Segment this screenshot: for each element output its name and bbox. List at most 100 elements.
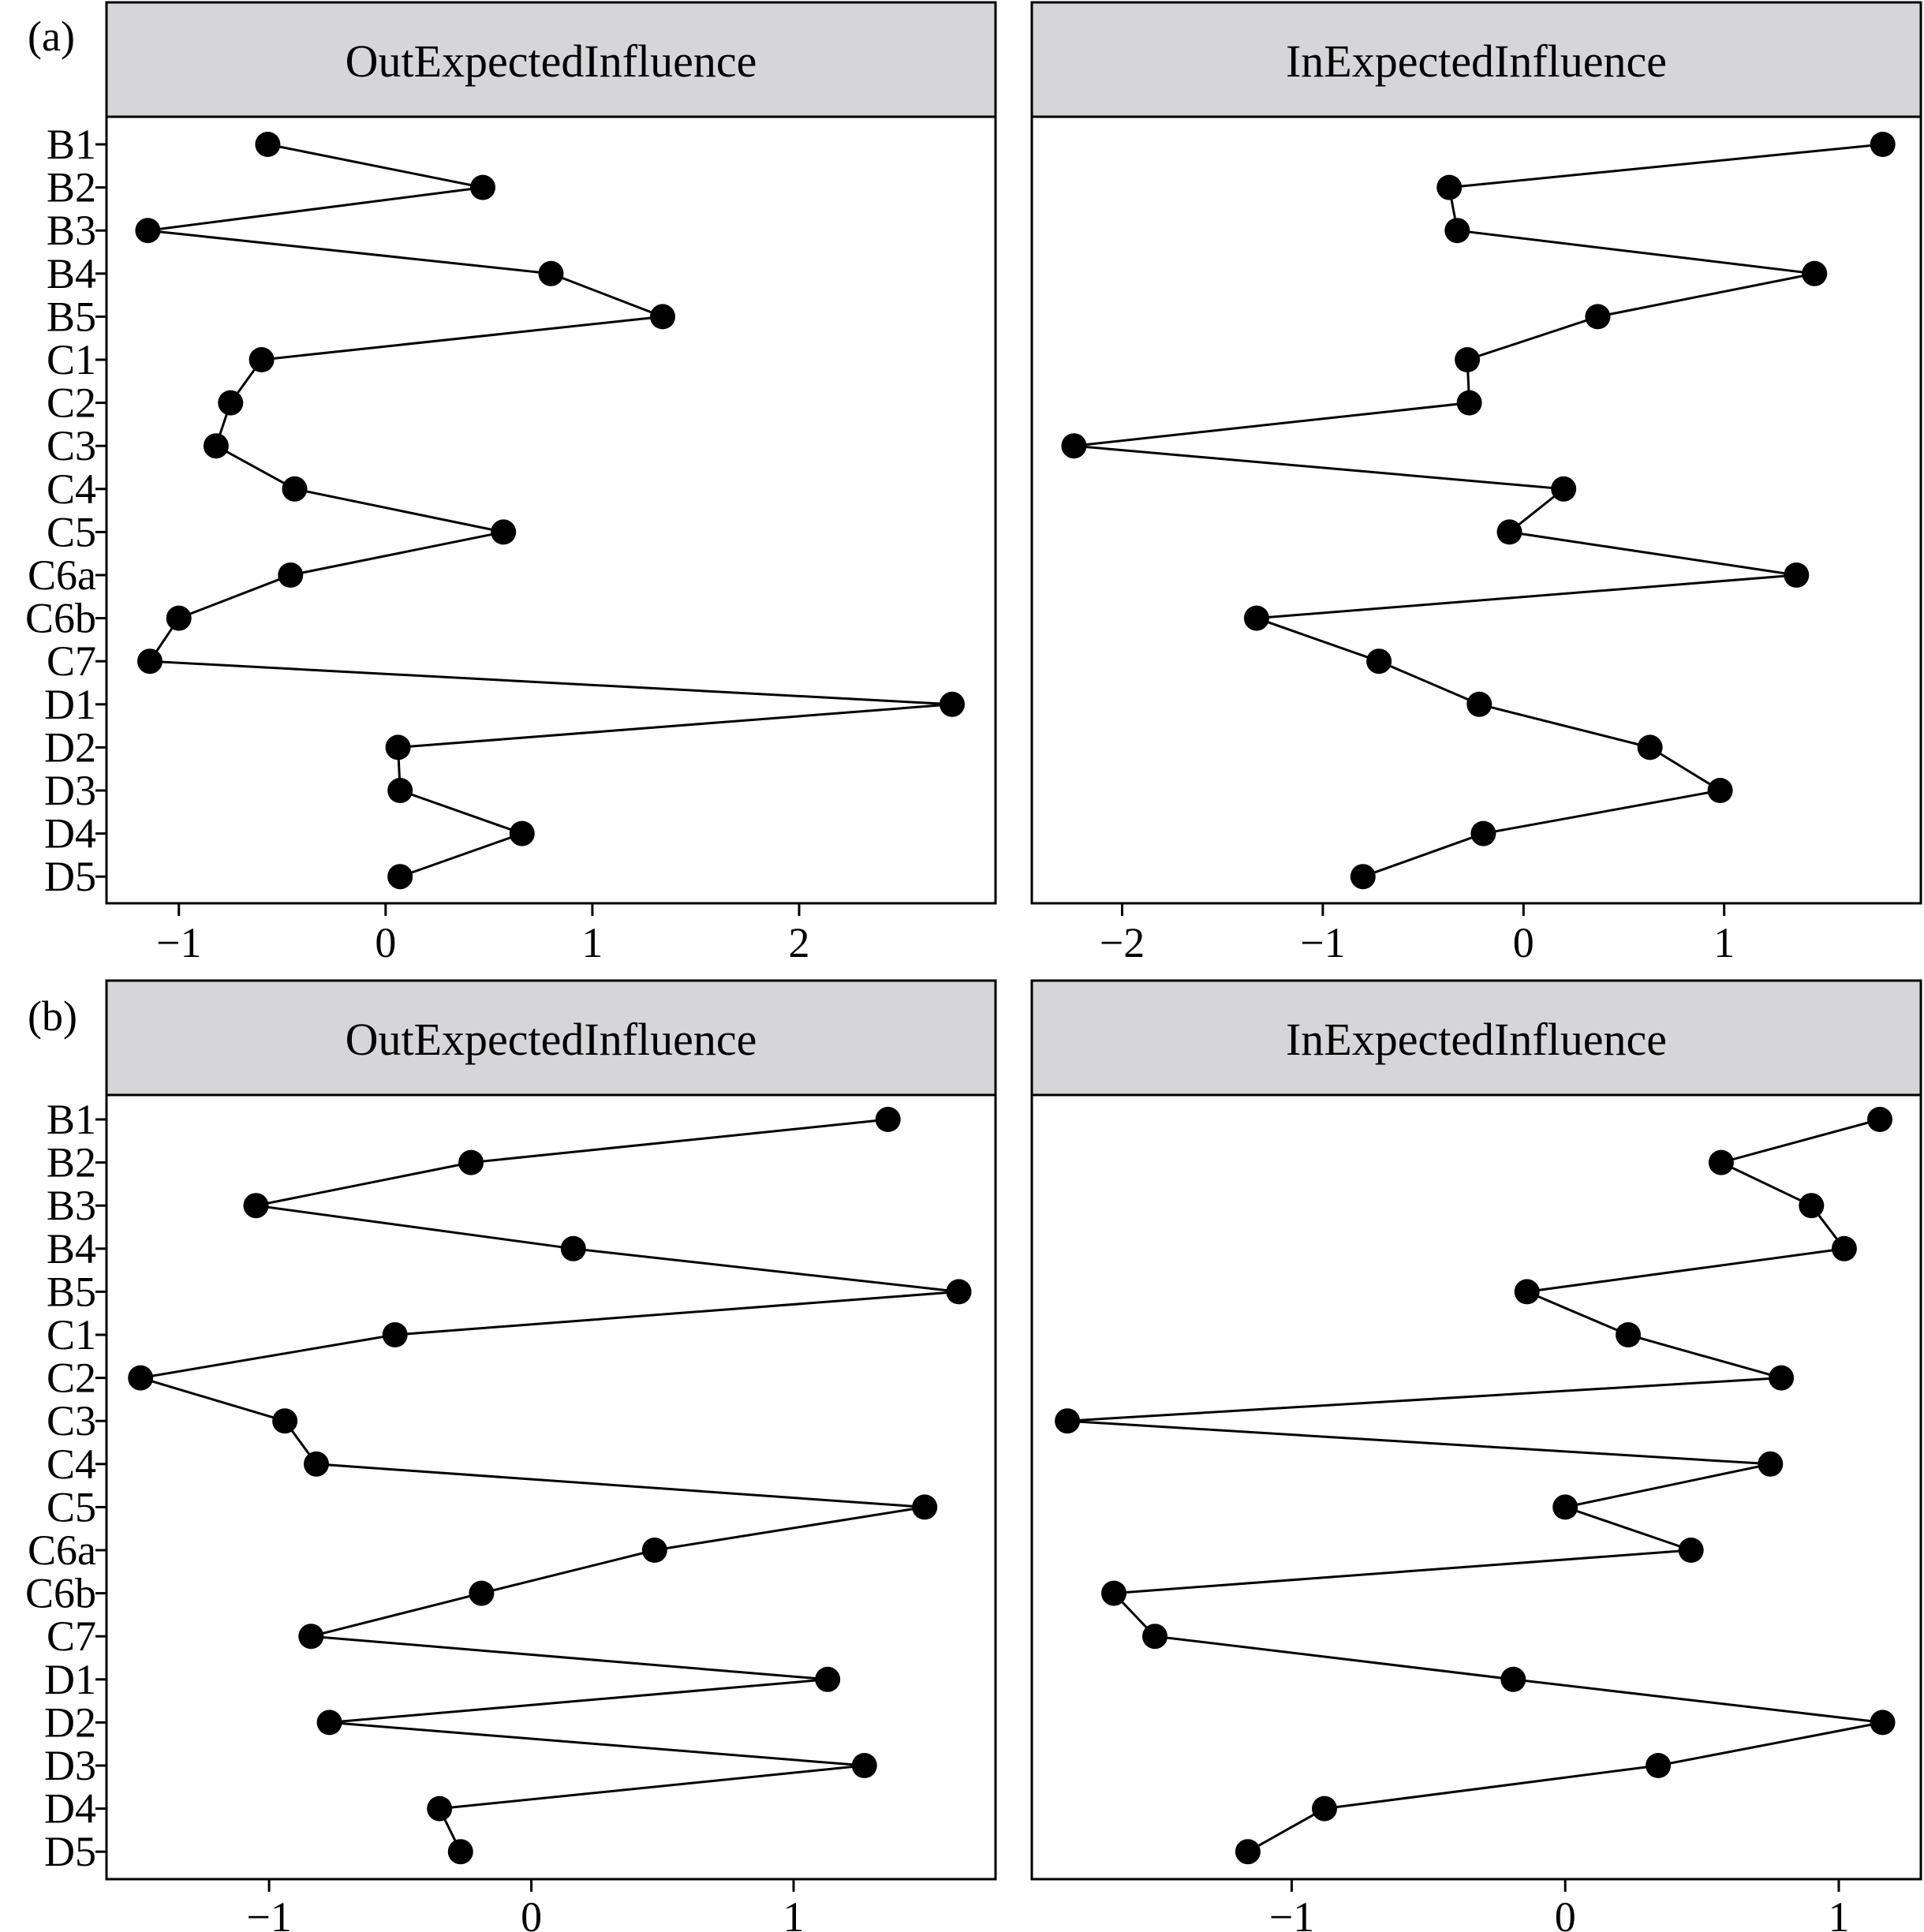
panel-b-in-expected-influence-strip — [1030, 979, 1922, 1097]
panel-b-in-expected-influence-point-c6b — [1101, 1580, 1126, 1606]
panel-a-out-expected-influence-point-c4 — [282, 476, 308, 502]
panel-b-out-expected-influence: OutExpectedInfluence −1 0 1 — [95, 979, 997, 1932]
panel-a-in-expected-influence-series-line — [1074, 143, 1883, 878]
panel-a-in-expected-influence-point-b5 — [1585, 304, 1611, 330]
panel-b-out-expected-influence-series-line — [140, 1118, 959, 1852]
panel-a-ytick-label-c7: C7 — [47, 637, 96, 685]
panel-b-in-expected-influence-point-d4 — [1312, 1796, 1337, 1822]
panel-a-in-expected-influence-point-c5 — [1496, 519, 1522, 545]
panel-b-in-expected-influence-xtick-label-1: 0 — [1555, 1893, 1576, 1932]
panel-a-out-expected-influence-point-b5 — [650, 304, 675, 330]
panel-b-ytick-label-d1: D1 — [44, 1656, 96, 1703]
panel-a-out-expected-influence-point-d2 — [385, 734, 411, 760]
panel-a-ytick-label-c1: C1 — [47, 336, 96, 383]
panel-b-out-expected-influence-xtick-label-2: 1 — [783, 1893, 805, 1932]
panel-a-out-expected-influence-xtick-label-0: −1 — [156, 919, 201, 966]
panel-b-in-expected-influence-point-c5 — [1552, 1494, 1578, 1520]
panel-a-out-expected-influence-series-line — [148, 143, 953, 878]
panel-a-out-expected-influence-xtick-label-2: 1 — [581, 919, 603, 966]
panel-a-out-expected-influence-point-d5 — [387, 864, 413, 890]
panel-b-in-expected-influence-point-b3 — [1799, 1193, 1825, 1219]
panel-a-ytick-label-c6a: C6a — [28, 551, 96, 599]
panel-a-in-expected-influence-point-c6b — [1243, 605, 1269, 631]
panel-a-ytick-label-d1: D1 — [44, 681, 96, 728]
panel-a-in-expected-influence-point-d4 — [1470, 820, 1496, 846]
panel-b-ytick-label-d3: D3 — [44, 1742, 96, 1789]
panel-a-ytick-label-d5: D5 — [44, 853, 96, 900]
panel-a-out-expected-influence-point-c5 — [491, 519, 517, 545]
panel-a-in-expected-influence-point-b2 — [1436, 174, 1463, 200]
panel-b-out-expected-influence-point-b3 — [243, 1193, 269, 1219]
panel-b-label: (b) — [28, 992, 77, 1040]
panel-b-in-expected-influence-series-line — [1067, 1118, 1883, 1853]
panel-a-in-expected-influence-xtick-label-0: −2 — [1100, 919, 1145, 966]
panel-a-out-expected-influence-plot-frame — [105, 115, 997, 905]
panel-b-out-expected-influence-point-c2 — [128, 1365, 154, 1391]
panel-a-ytick-label-b2: B2 — [47, 164, 96, 211]
panel-a-in-expected-influence-point-d1 — [1466, 691, 1493, 717]
panel-b-in-expected-influence-point-c2 — [1769, 1365, 1795, 1391]
panel-a-in-expected-influence-point-c7 — [1366, 648, 1392, 675]
panel-b-out-expected-influence-point-c4 — [304, 1451, 329, 1477]
panel-b-out-expected-influence-point-c1 — [382, 1322, 408, 1347]
panel-b-in-expected-influence-point-d2 — [1870, 1710, 1896, 1736]
panel-a-out-expected-influence-strip — [105, 1, 997, 118]
panel-b-ytick-label-c7: C7 — [47, 1612, 96, 1660]
panel-a-ytick-label-d2: D2 — [44, 723, 96, 771]
panel-b-in-expected-influence-plot-frame — [1030, 1093, 1922, 1881]
panel-b-out-expected-influence-point-b1 — [875, 1107, 901, 1132]
panel-a-out-expected-influence-point-c6b — [166, 605, 192, 631]
panel-b-ytick-label-d2: D2 — [44, 1698, 96, 1746]
panel-a-out-expected-influence-point-c3 — [203, 433, 229, 459]
panel-b-in-expected-influence-point-d5 — [1235, 1839, 1261, 1865]
panel-a-in-expected-influence-point-c1 — [1455, 347, 1481, 372]
panel-a-ytick-label-b1: B1 — [47, 121, 96, 168]
panel-a-out-expected-influence: OutExpectedInfluence −1 0 1 2 — [95, 1, 997, 966]
panel-a-ytick-label-c6b: C6b — [25, 595, 96, 642]
panel-b-out-expected-influence-point-b4 — [560, 1235, 586, 1261]
panel-b-out-expected-influence-xtick-label-0: −1 — [246, 1893, 291, 1932]
panel-b-in-expected-influence-point-b2 — [1708, 1149, 1734, 1175]
panel-b-ytick-label-b4: B4 — [47, 1225, 96, 1272]
panel-a-in-expected-influence-plot-frame — [1030, 115, 1922, 905]
panel-b-out-expected-influence-point-c7 — [298, 1624, 324, 1650]
panel-b-ytick-label-c2: C2 — [47, 1355, 96, 1402]
panel-a-label: (a) — [28, 13, 75, 60]
panel-b-ytick-label-d4: D4 — [44, 1785, 96, 1833]
panel-a-in-expected-influence-point-d2 — [1637, 734, 1663, 760]
panel-b-in-expected-influence-point-c6a — [1678, 1538, 1704, 1563]
panel-b-ytick-label-d5: D5 — [44, 1828, 96, 1875]
panel-b-in-expected-influence-xtick-label-2: 1 — [1828, 1893, 1849, 1932]
panel-a-in-expected-influence-point-b3 — [1444, 218, 1470, 244]
panel-a-ytick-label-d3: D3 — [44, 767, 96, 814]
panel-a-in-expected-influence-point-b1 — [1870, 132, 1896, 157]
panel-b-out-expected-influence-xtick-label-1: 0 — [521, 1893, 542, 1932]
panel-b-ytick-label-b1: B1 — [47, 1096, 96, 1143]
panel-a-ytick-label-c2: C2 — [47, 379, 96, 427]
panel-a-out-expected-influence-xtick-label-3: 2 — [789, 919, 810, 966]
panel-b-in-expected-influence-point-c4 — [1758, 1451, 1784, 1477]
panel-b-out-expected-influence-point-b2 — [458, 1149, 484, 1175]
panel-a-ytick-label-c4: C4 — [47, 465, 96, 513]
panel-b-ytick-label-b3: B3 — [47, 1182, 96, 1229]
panel-b-out-expected-influence-point-d3 — [851, 1753, 877, 1778]
panel-a-in-expected-influence-xtick-label-1: −1 — [1300, 919, 1345, 966]
panel-a-out-expected-influence-point-d1 — [940, 691, 965, 717]
panel-b-out-expected-influence-point-b5 — [946, 1279, 972, 1305]
panel-b-in-expected-influence-point-d1 — [1500, 1666, 1526, 1692]
panel-b-in-expected-influence: InExpectedInfluence −1 0 1 — [1030, 979, 1922, 1932]
panel-a-out-expected-influence-point-c2 — [218, 390, 244, 416]
panel-b-ytick-label-c1: C1 — [47, 1311, 96, 1358]
panel-a-in-expected-influence-point-b4 — [1802, 260, 1828, 286]
panel-b-ytick-label-c5: C5 — [47, 1483, 96, 1530]
panel-b-ytick-label-c6b: C6b — [25, 1570, 96, 1617]
panel-b-ytick-label-c4: C4 — [47, 1441, 96, 1488]
panel-a-in-expected-influence-point-c3 — [1061, 433, 1087, 459]
panel-a-out-expected-influence-point-c6a — [278, 562, 304, 588]
panel-a-in-expected-influence-xtick-label-2: 0 — [1513, 919, 1534, 966]
panel-a-out-expected-influence-point-c1 — [248, 347, 275, 372]
panel-b-in-expected-influence-strip-title: InExpectedInfluence — [1286, 1014, 1667, 1065]
panel-a-in-expected-influence-point-c6a — [1784, 562, 1810, 588]
panel-b-out-expected-influence-plot-frame — [105, 1093, 997, 1881]
